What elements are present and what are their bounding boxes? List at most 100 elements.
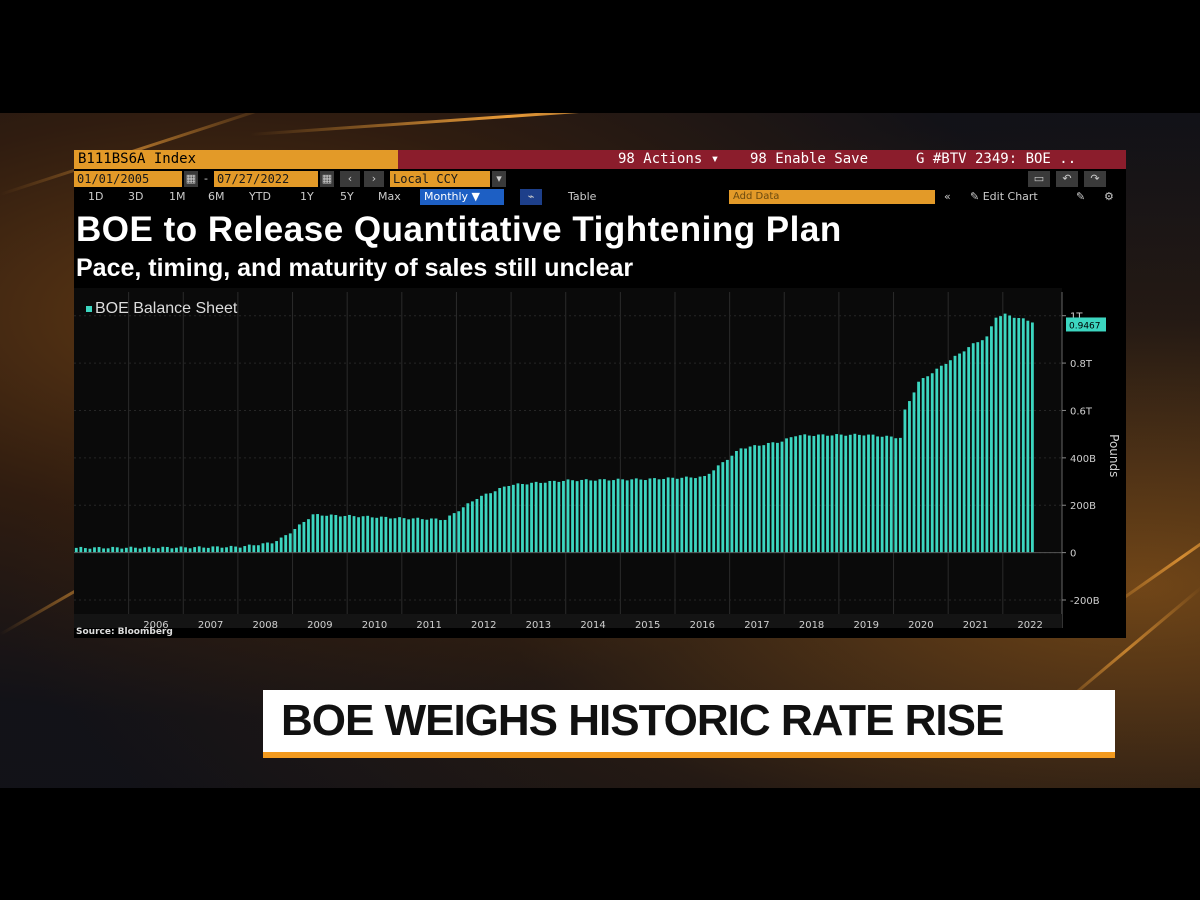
calendar-icon[interactable]: ▦ bbox=[320, 171, 334, 187]
period-max[interactable]: Max bbox=[378, 190, 401, 203]
data-bar bbox=[921, 378, 925, 553]
data-bar bbox=[680, 477, 684, 553]
data-bar bbox=[521, 484, 524, 553]
start-date-field[interactable]: 01/01/2005 bbox=[74, 171, 182, 187]
data-bar bbox=[197, 546, 201, 553]
data-bar bbox=[830, 435, 834, 553]
data-bar bbox=[675, 478, 679, 553]
data-bar bbox=[238, 547, 242, 553]
data-bar bbox=[252, 545, 256, 553]
data-bar bbox=[452, 513, 456, 553]
period-ytd[interactable]: YTD bbox=[249, 190, 271, 203]
period-3d[interactable]: 3D bbox=[128, 190, 144, 203]
data-bar bbox=[543, 482, 547, 553]
edit-chart-button[interactable]: ✎ Edit Chart bbox=[970, 190, 1038, 203]
data-bar bbox=[457, 511, 461, 553]
data-bar bbox=[917, 381, 920, 553]
period-1m[interactable]: 1M bbox=[169, 190, 186, 203]
calendar-icon[interactable]: ▦ bbox=[184, 171, 198, 187]
currency-select[interactable]: Local CCY bbox=[390, 171, 490, 187]
enable-save-button[interactable]: 98 Enable Save bbox=[750, 151, 869, 167]
actions-menu[interactable]: 98 Actions ▾ bbox=[618, 151, 720, 167]
collapse-icon[interactable]: « bbox=[944, 190, 951, 203]
data-bar bbox=[930, 373, 934, 553]
table-button[interactable]: Table bbox=[568, 190, 597, 203]
redo-icon[interactable]: ↷ bbox=[1084, 171, 1106, 187]
data-bar bbox=[994, 317, 998, 553]
x-tick-label: 2016 bbox=[690, 620, 715, 628]
screen-icon[interactable]: ▭ bbox=[1028, 171, 1050, 187]
data-bar bbox=[79, 546, 83, 553]
data-bar bbox=[871, 434, 875, 553]
data-bar bbox=[753, 445, 757, 553]
next-arrow-icon[interactable]: › bbox=[364, 171, 384, 187]
undo-icon[interactable]: ↶ bbox=[1056, 171, 1078, 187]
data-bar bbox=[443, 519, 447, 553]
terminal-header: B111BS6A Index 98 Actions ▾ 98 Enable Sa… bbox=[74, 150, 1126, 169]
data-bar bbox=[484, 493, 488, 553]
data-bar bbox=[885, 435, 889, 553]
period-1d[interactable]: 1D bbox=[88, 190, 104, 203]
data-bar bbox=[776, 442, 779, 553]
data-bar bbox=[461, 507, 465, 553]
data-bar bbox=[111, 546, 115, 553]
data-bar bbox=[898, 437, 902, 553]
data-bar bbox=[102, 548, 105, 553]
period-1y[interactable]: 1Y bbox=[300, 190, 314, 203]
data-bar bbox=[552, 480, 556, 553]
frequency-select[interactable]: Monthly ▼ bbox=[420, 189, 504, 205]
data-bar bbox=[352, 516, 356, 553]
data-bar bbox=[766, 442, 770, 553]
x-tick-label: 2008 bbox=[252, 620, 277, 628]
data-bar bbox=[411, 518, 415, 553]
settings-icon[interactable]: ⚙ bbox=[1104, 190, 1114, 203]
data-bar bbox=[562, 480, 565, 553]
x-tick-label: 2019 bbox=[853, 620, 878, 628]
range-dash-icon: - bbox=[204, 172, 208, 185]
data-bar bbox=[97, 547, 101, 553]
data-bar bbox=[156, 548, 160, 553]
ticker-field[interactable]: B111BS6A Index bbox=[74, 150, 398, 169]
data-bar bbox=[684, 476, 688, 553]
data-bar bbox=[234, 546, 238, 553]
data-bar bbox=[803, 434, 807, 553]
data-bar bbox=[120, 548, 124, 553]
end-date-field[interactable]: 07/27/2022 bbox=[214, 171, 318, 187]
tv-id-label: G #BTV 2349: BOE .. bbox=[916, 151, 1077, 167]
data-bar bbox=[557, 481, 561, 553]
add-data-field[interactable]: Add Data bbox=[729, 190, 935, 204]
y-axis-label: Pounds bbox=[1107, 434, 1121, 477]
chart-title: BOE to Release Quantitative Tightening P… bbox=[76, 210, 842, 249]
data-bar bbox=[188, 548, 192, 553]
data-bar bbox=[193, 547, 197, 553]
y-tick-label: 0 bbox=[1070, 549, 1076, 560]
data-bar bbox=[302, 521, 306, 553]
data-bar bbox=[184, 547, 187, 553]
data-bar bbox=[138, 548, 142, 553]
dropdown-icon[interactable]: ▾ bbox=[492, 171, 506, 187]
data-bar bbox=[389, 518, 392, 553]
data-bar bbox=[616, 478, 620, 553]
data-bar bbox=[329, 514, 333, 553]
data-bar bbox=[83, 548, 87, 553]
period-6m[interactable]: 6M bbox=[208, 190, 225, 203]
data-bar bbox=[662, 478, 666, 553]
period-5y[interactable]: 5Y bbox=[340, 190, 354, 203]
draw-icon[interactable]: ✎ bbox=[1076, 190, 1086, 203]
data-bar bbox=[179, 546, 183, 553]
data-bar bbox=[548, 480, 552, 553]
chart-legend[interactable]: BOE Balance Sheet bbox=[86, 300, 237, 318]
y-tick-label: 400B bbox=[1070, 454, 1096, 465]
data-bar bbox=[384, 516, 388, 553]
data-bar bbox=[448, 515, 452, 553]
data-bar bbox=[502, 486, 506, 553]
prev-arrow-icon[interactable]: ‹ bbox=[340, 171, 360, 187]
data-bar bbox=[489, 493, 493, 553]
data-bar bbox=[612, 480, 615, 553]
data-bar bbox=[971, 343, 975, 553]
data-bar bbox=[839, 434, 843, 553]
data-bar bbox=[288, 533, 292, 553]
x-tick-label: 2018 bbox=[799, 620, 824, 628]
x-tick-label: 2015 bbox=[635, 620, 660, 628]
chart-type-icon[interactable]: ⌁ bbox=[520, 189, 542, 205]
